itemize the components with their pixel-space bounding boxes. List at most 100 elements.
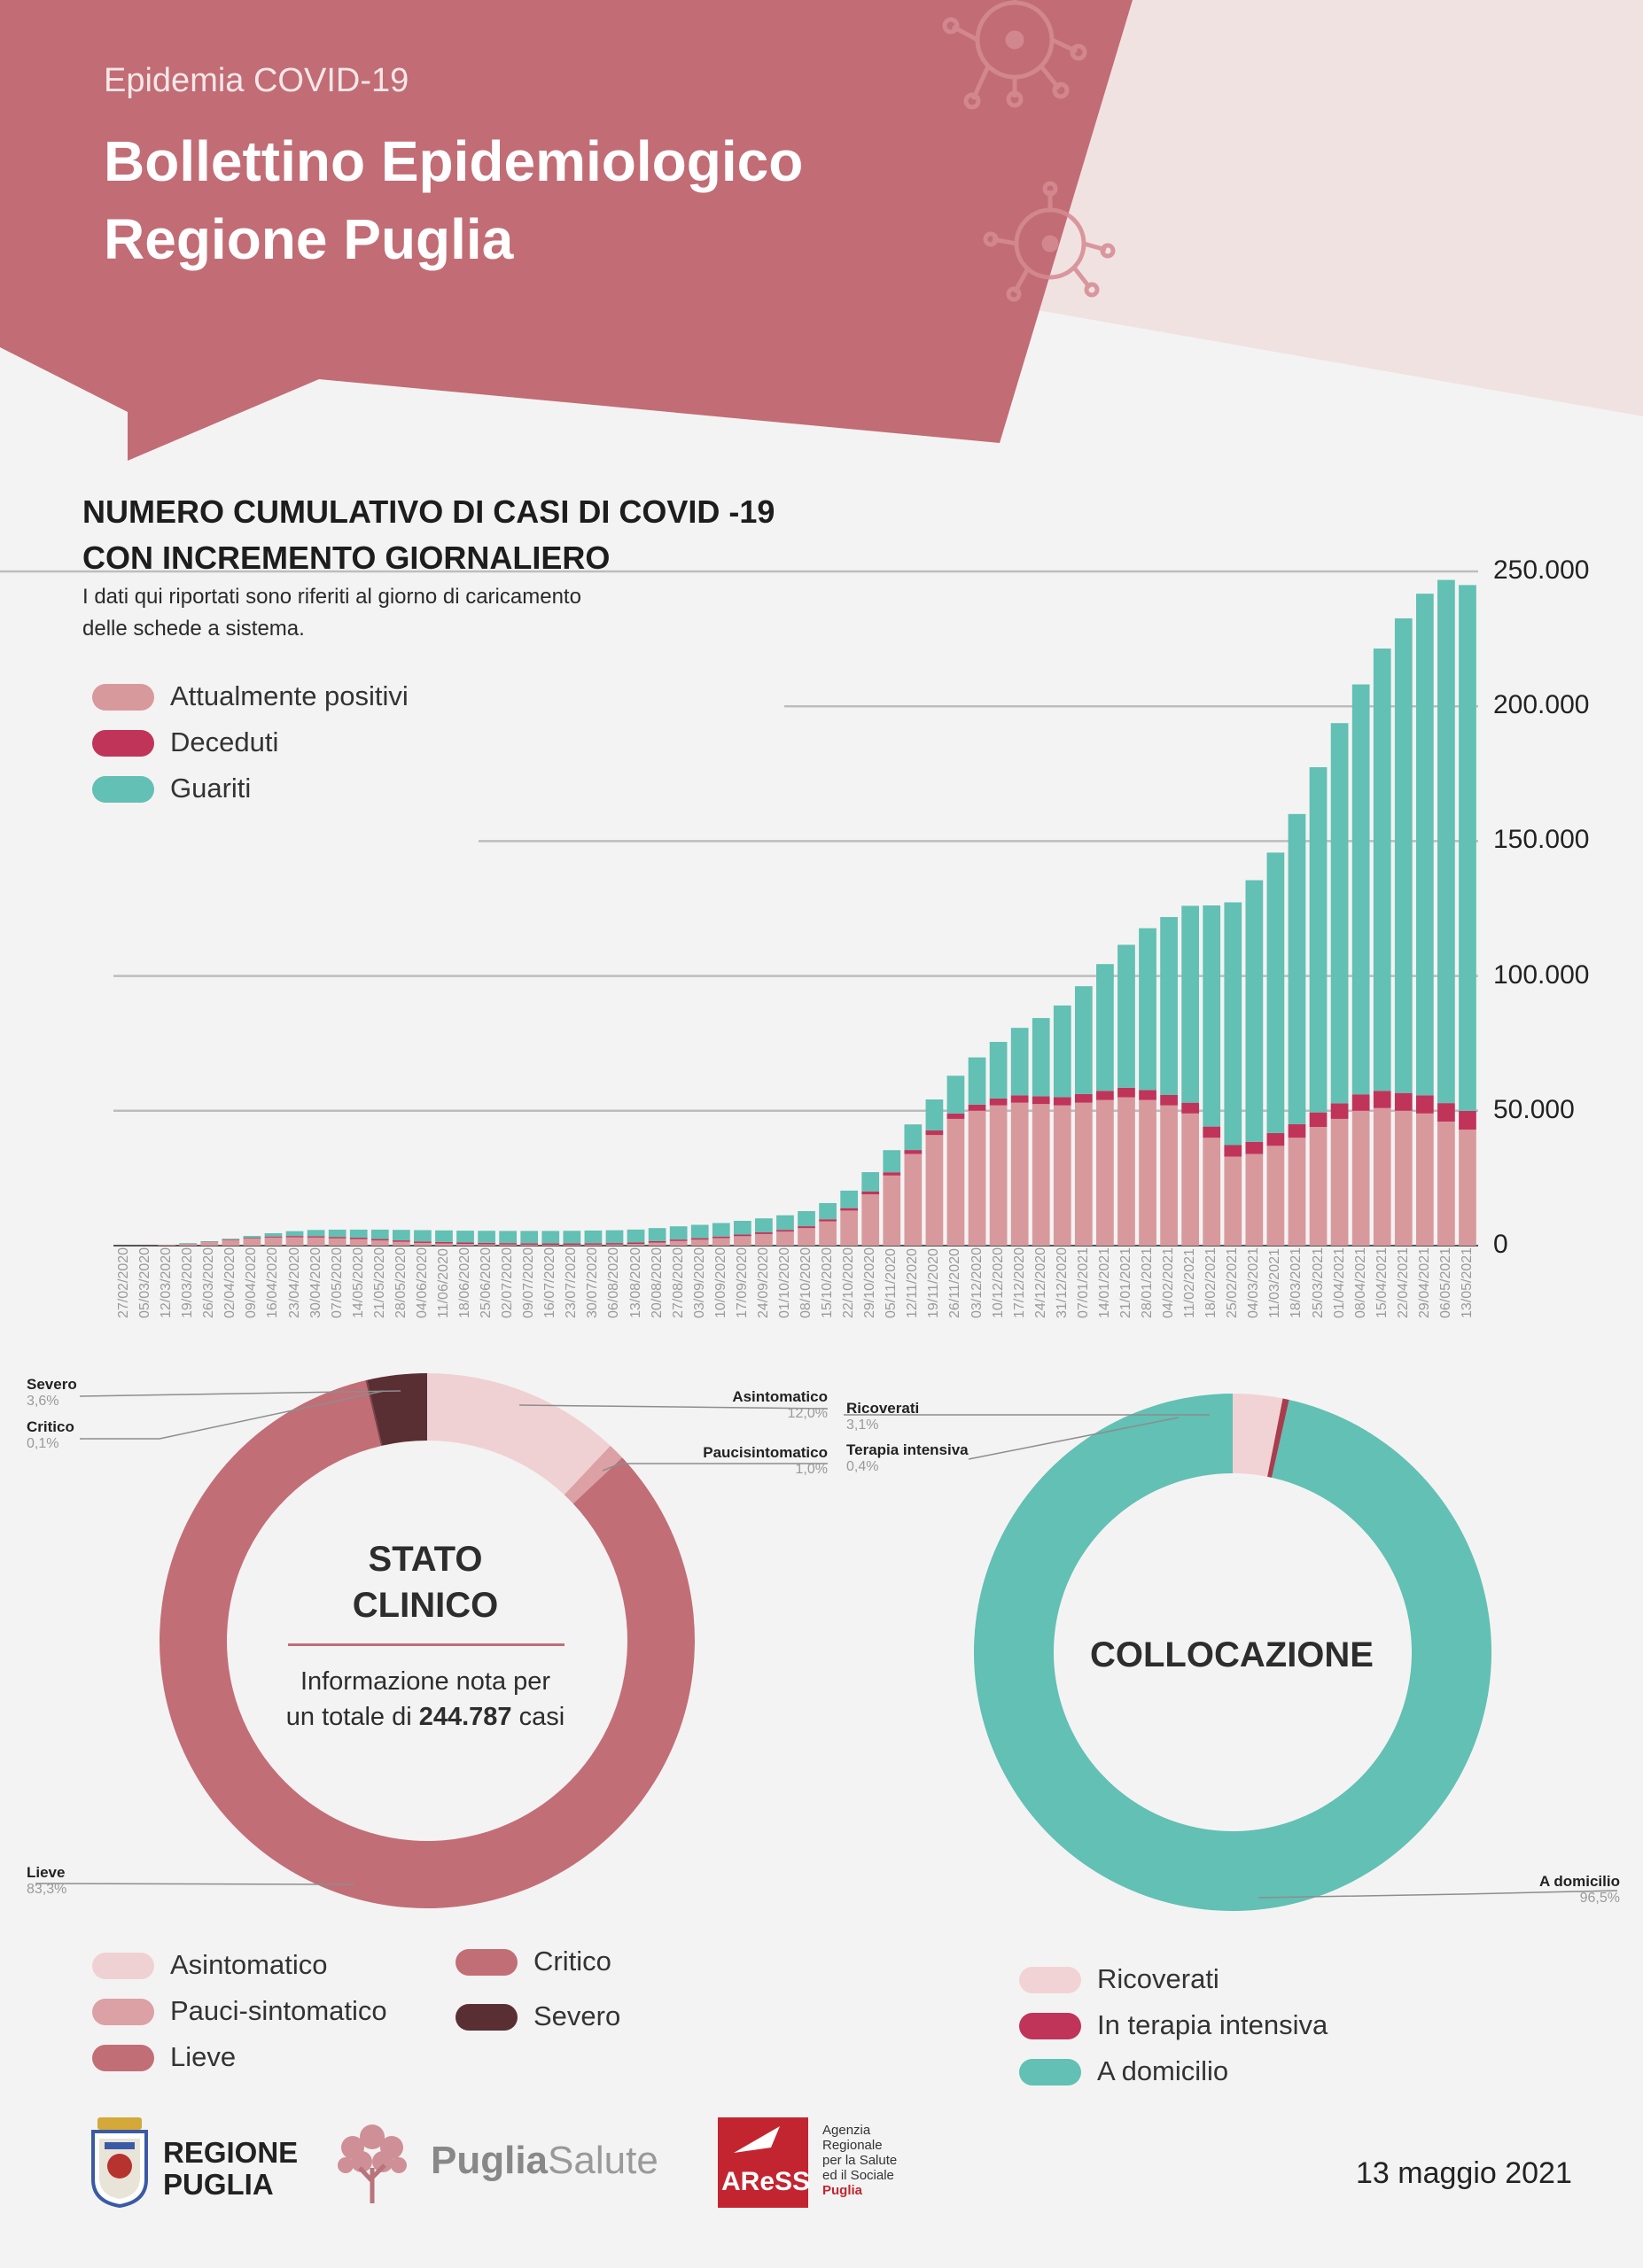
x-tick-label: 17/12/2020	[1011, 1247, 1027, 1318]
bar-deceduti	[946, 1113, 965, 1119]
x-tick-label: 25/02/2021	[1225, 1247, 1241, 1318]
bar-deceduti	[989, 1098, 1008, 1106]
bar-attualmente-positivi	[1139, 1099, 1156, 1246]
bar-guariti	[755, 1218, 773, 1233]
bar-deceduti	[819, 1219, 837, 1222]
x-tick-label: 19/11/2020	[926, 1248, 942, 1318]
x-tick-label: 05/03/2020	[137, 1247, 153, 1318]
x-tick-label: 01/10/2020	[776, 1247, 792, 1318]
bar-attualmente-positivi	[478, 1244, 495, 1246]
bar-deceduti	[1394, 1092, 1413, 1111]
y-tick-label: 150.000	[1493, 825, 1590, 855]
bar-guariti	[904, 1124, 923, 1151]
bar-deceduti	[1139, 1090, 1156, 1100]
slice-ricoverati	[1233, 1394, 1283, 1477]
bar-deceduti	[690, 1238, 709, 1240]
bar-deceduti	[370, 1239, 389, 1241]
legend-label: Lieve	[170, 2041, 237, 2072]
bar-deceduti	[1437, 1103, 1455, 1122]
bar-deceduti	[1010, 1095, 1029, 1103]
legend-swatch	[92, 2045, 154, 2071]
cumulative-chart-note: I dati qui riportati sono riferiti al gi…	[82, 581, 581, 645]
bar-deceduti	[1160, 1094, 1178, 1106]
total-cases: 244.787	[418, 1703, 512, 1731]
slice-terapia-intensiva	[1267, 1398, 1289, 1478]
bar-deceduti	[648, 1240, 666, 1243]
bar-guariti	[968, 1057, 986, 1105]
y-tick-label: 200.000	[1493, 690, 1590, 720]
bar-attualmente-positivi	[1266, 1146, 1285, 1246]
bar-deceduti	[392, 1240, 410, 1242]
x-tick-label: 02/04/2020	[222, 1247, 238, 1318]
bar-deceduti	[264, 1236, 283, 1238]
stato-clinico-title: STATO CLINICO	[292, 1536, 558, 1628]
bar-deceduti	[605, 1243, 624, 1245]
bar-attualmente-positivi	[798, 1228, 815, 1246]
x-tick-label: 19/03/2020	[180, 1247, 196, 1318]
bar-guariti	[883, 1150, 901, 1173]
bar-attualmente-positivi	[1117, 1097, 1135, 1246]
cumulative-title-line2: CON INCREMENTO GIORNALIERO	[82, 540, 611, 576]
legend-label: Ricoverati	[1097, 1963, 1219, 1994]
legend-label: Asintomatico	[170, 1949, 328, 1980]
annotation-terapia-intensiva: Terapia intensiva 0,4%	[846, 1441, 969, 1474]
x-tick-label: 04/02/2021	[1161, 1247, 1177, 1318]
bar-attualmente-positivi	[968, 1110, 986, 1246]
bar-deceduti	[1373, 1091, 1391, 1108]
legend-label: Pauci-sintomatico	[170, 1995, 387, 2026]
bar-deceduti	[1330, 1103, 1349, 1119]
x-tick-label: 21/05/2020	[371, 1247, 387, 1318]
bar-attualmente-positivi	[946, 1118, 965, 1246]
bar-guariti	[1415, 594, 1434, 1096]
bar-attualmente-positivi	[1010, 1102, 1029, 1246]
x-tick-label: 30/04/2020	[308, 1247, 323, 1318]
bar-attualmente-positivi	[1394, 1110, 1413, 1246]
bar-deceduti	[1117, 1087, 1135, 1098]
x-tick-label: 07/01/2021	[1075, 1247, 1091, 1318]
x-tick-label: 04/06/2020	[414, 1247, 430, 1318]
bar-attualmente-positivi	[1032, 1104, 1050, 1246]
tree-icon	[338, 2124, 407, 2203]
x-tick-label: 22/10/2020	[841, 1247, 857, 1318]
bar-guariti	[1160, 917, 1178, 1095]
bar-attualmente-positivi	[669, 1240, 688, 1246]
bar-attualmente-positivi	[925, 1135, 944, 1246]
x-tick-label: 10/09/2020	[712, 1247, 728, 1318]
bar-attualmente-positivi	[1160, 1105, 1178, 1246]
x-tick-label: 16/04/2020	[265, 1247, 281, 1318]
x-tick-label: 31/12/2020	[1054, 1247, 1070, 1318]
bar-deceduti	[968, 1104, 986, 1111]
bar-deceduti	[541, 1243, 560, 1246]
cumulative-note-line1: I dati qui riportati sono riferiti al gi…	[82, 585, 581, 609]
x-tick-label: 03/09/2020	[691, 1247, 707, 1318]
bar-attualmente-positivi	[904, 1153, 923, 1246]
bar-guariti	[840, 1190, 859, 1208]
bar-attualmente-positivi	[776, 1231, 794, 1246]
stato-clinico-divider	[288, 1643, 565, 1646]
x-tick-label: 29/10/2020	[862, 1247, 878, 1318]
agenzia-text: Agenzia Regionale per la Salute ed il So…	[822, 2123, 898, 2198]
bar-attualmente-positivi	[1053, 1105, 1071, 1246]
bar-guariti	[819, 1202, 837, 1220]
x-tick-label: 25/03/2021	[1310, 1247, 1326, 1318]
header-title: Bollettino Epidemiologico Regione Puglia	[104, 122, 803, 278]
legend-label: Attualmente positivi	[170, 680, 409, 711]
bar-attualmente-positivi	[1459, 1130, 1476, 1246]
bar-attualmente-positivi	[1181, 1113, 1200, 1246]
bar-deceduti	[285, 1236, 304, 1238]
virus-icon	[942, 0, 1087, 110]
slice-a-domicilio	[974, 1394, 1492, 1911]
bar-guariti	[478, 1231, 495, 1243]
legend-swatch	[456, 1949, 518, 1976]
x-tick-label: 11/06/2020	[435, 1248, 451, 1318]
bar-deceduti	[499, 1243, 518, 1245]
bar-deceduti	[1181, 1102, 1200, 1114]
bar-guariti	[669, 1226, 688, 1240]
bar-attualmente-positivi	[1245, 1153, 1264, 1246]
bar-guariti	[1266, 852, 1285, 1133]
bar-guariti	[285, 1231, 304, 1237]
x-tick-label: 14/01/2021	[1096, 1247, 1112, 1318]
bar-guariti	[925, 1099, 944, 1131]
x-tick-label: 30/07/2020	[585, 1247, 601, 1318]
bar-attualmente-positivi	[499, 1244, 518, 1246]
